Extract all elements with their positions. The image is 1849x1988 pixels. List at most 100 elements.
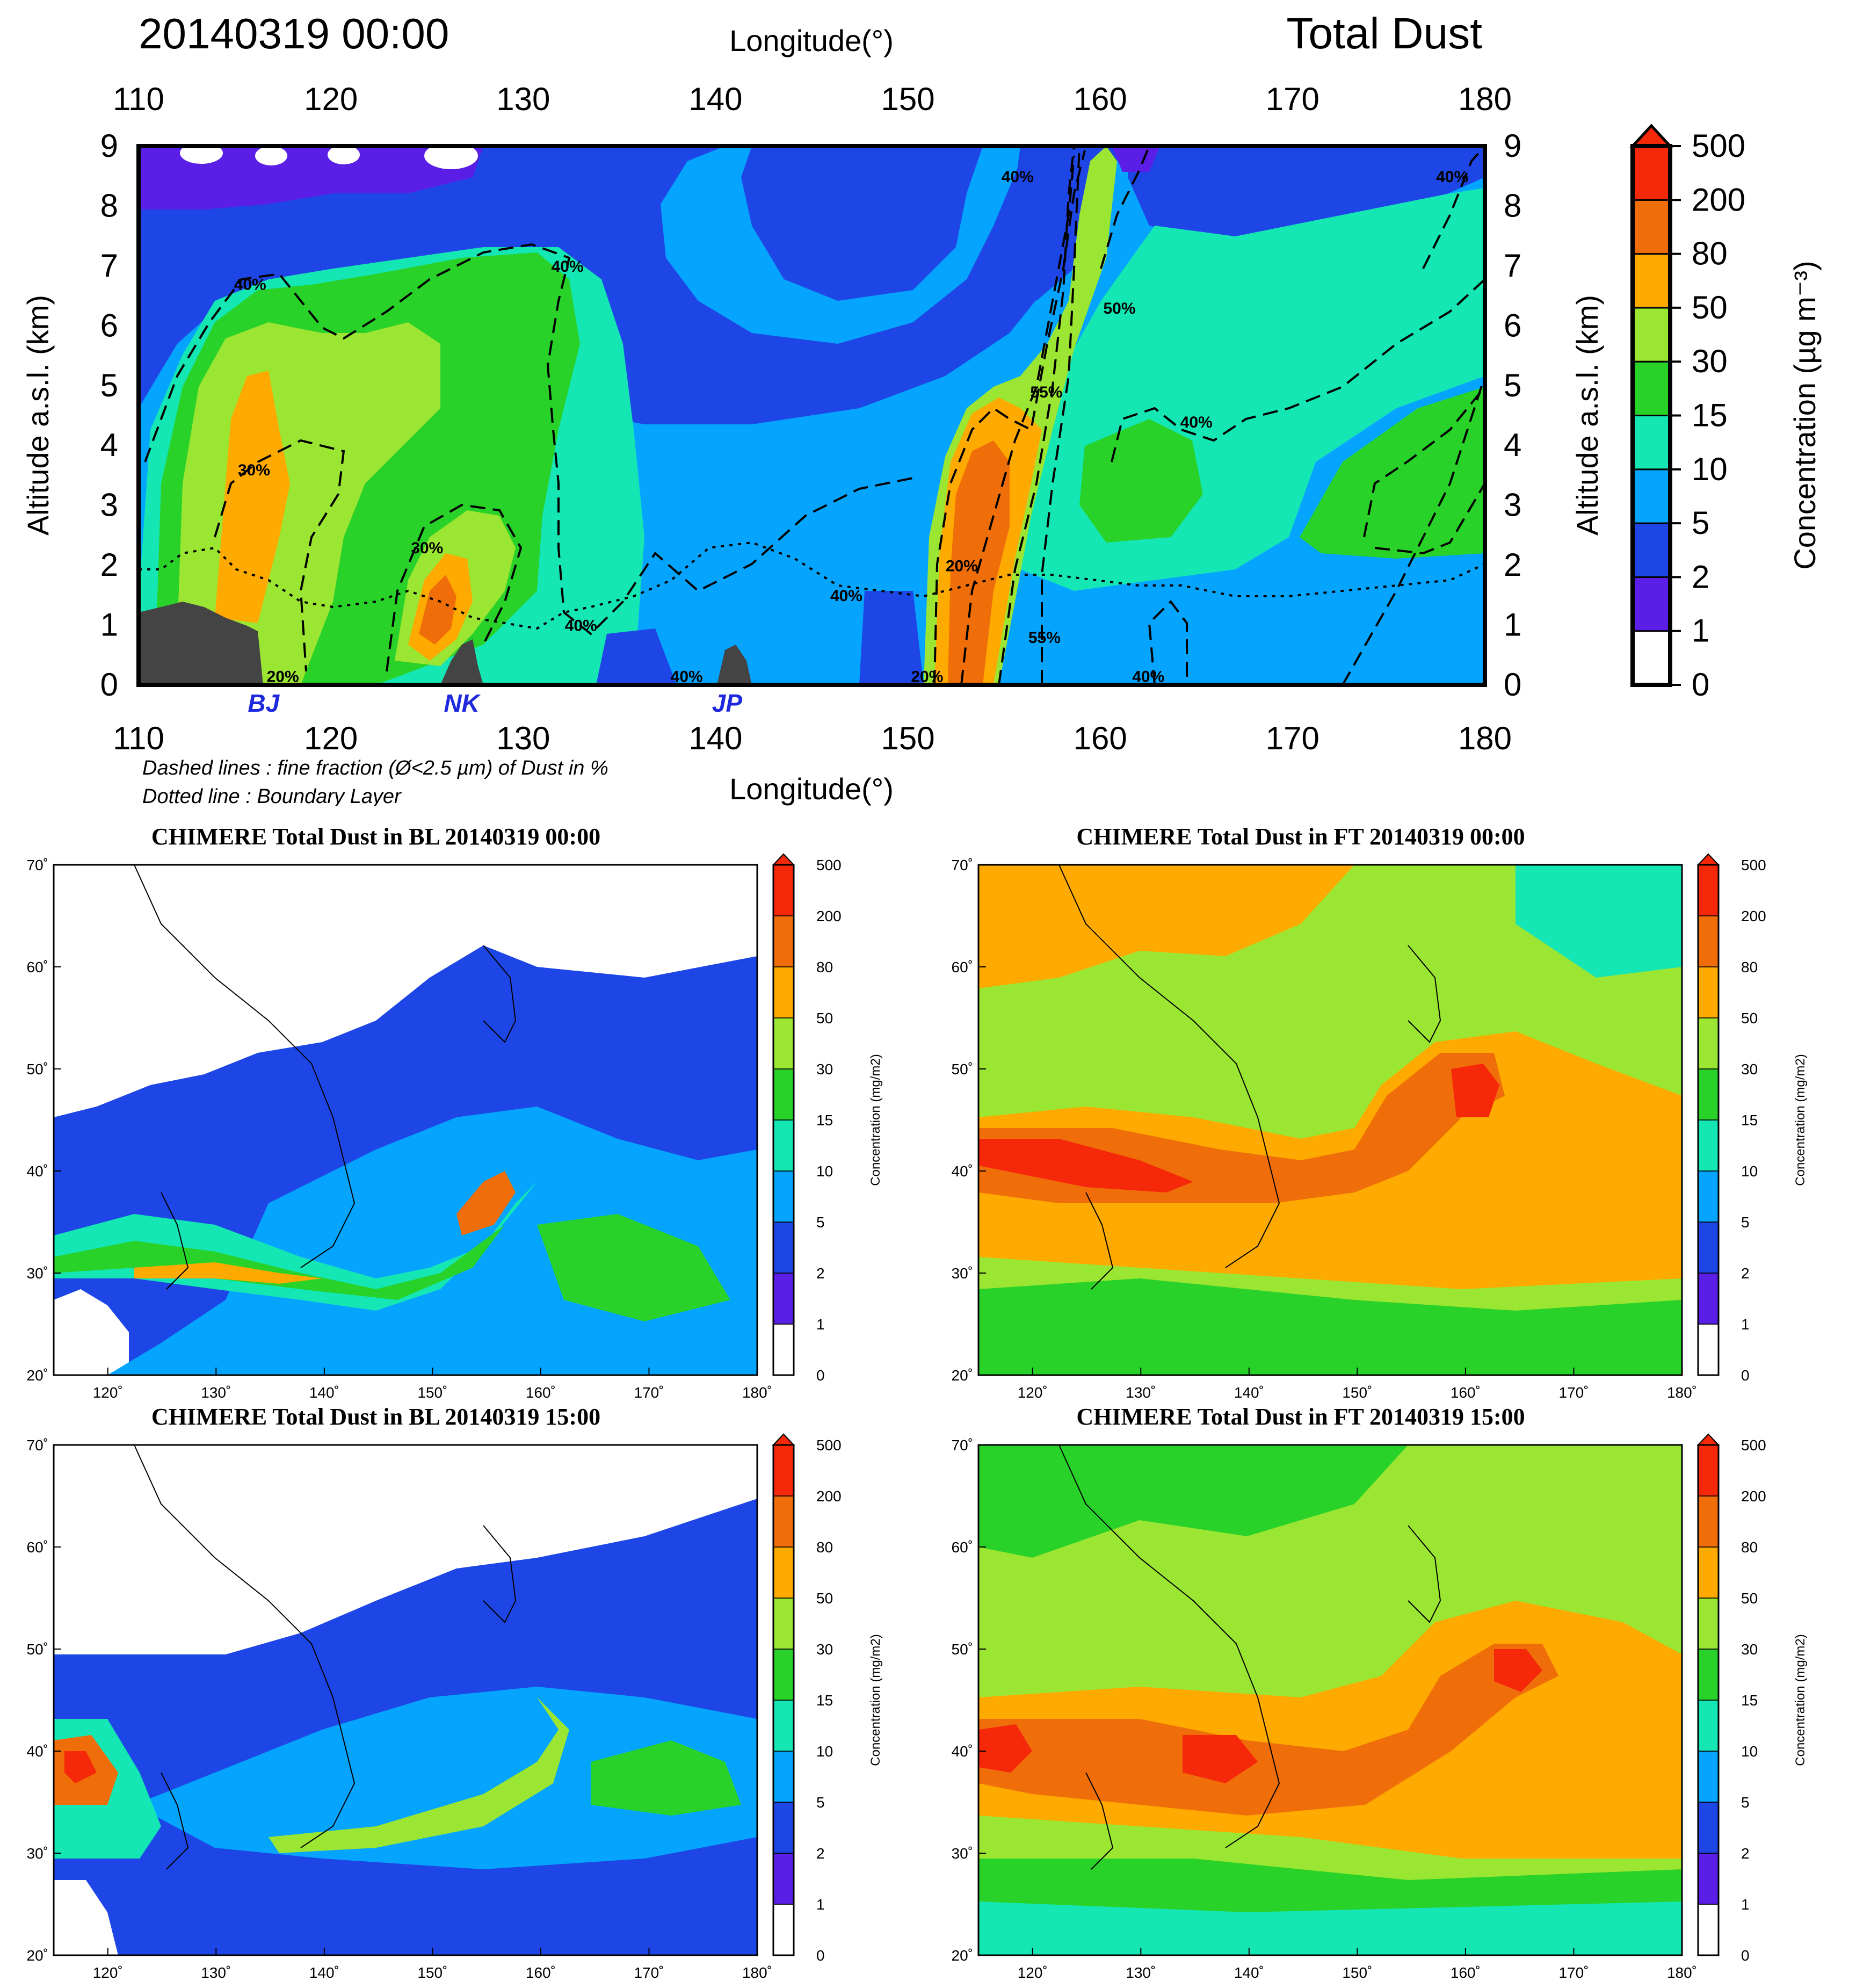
map-colorbar-label: Concentration (mg/m2): [868, 1634, 883, 1766]
map-colorbar-level: 2: [1741, 1845, 1750, 1862]
top-x-tick-label: 150: [881, 81, 935, 117]
left-y-tick-label: 0: [100, 667, 118, 703]
map-colorbar-swatch: [1698, 966, 1719, 1018]
cross-section-title: Total Dust: [1286, 9, 1482, 58]
cross-section-colorbar: 0 1 2 5 10 15 30 50 80 200 500: [1629, 124, 1745, 703]
colorbar-level: 0: [1692, 667, 1709, 703]
map-colorbar-level: 50: [1741, 1590, 1758, 1607]
contour-label: 40%: [1002, 168, 1034, 186]
colorbar-level: 50: [1692, 290, 1728, 326]
lon-tick-label: 180˚: [1667, 1964, 1697, 1981]
cross-section-frame: [136, 144, 1487, 687]
colorbar-swatch: [1632, 415, 1671, 471]
map-axes: 70˚ 60˚ 50˚ 40˚ 30˚ 20˚ 120˚ 130˚ 140˚ 150˚ 160˚ 17…: [952, 1437, 1697, 1981]
map-field: [54, 1445, 757, 1955]
lon-tick-label: 130˚: [1126, 1384, 1156, 1401]
lon-tick-label: 180˚: [742, 1384, 772, 1401]
blue-upper-core: [139, 146, 1096, 301]
lon-tick-label: 150˚: [417, 1384, 447, 1401]
map-colorbar-level: 30: [816, 1061, 833, 1078]
lon-tick-label: 160˚: [1451, 1964, 1481, 1981]
lat-tick-label: 60˚: [27, 959, 48, 975]
contour-label: 20%: [267, 668, 299, 685]
map-colorbar-level: 1: [1741, 1316, 1750, 1333]
lat-tick-label: 30˚: [952, 1845, 973, 1862]
map-colorbar-swatch: [773, 1546, 794, 1599]
map-colorbar-level: 15: [816, 1112, 833, 1129]
field-orange-nw: [978, 865, 1354, 988]
left-y-tick-label: 3: [100, 487, 118, 523]
low-blue-2: [859, 591, 924, 685]
map-colorbar-level: 50: [816, 1590, 833, 1607]
lat-tick-label: 50˚: [27, 1061, 48, 1078]
left-y-axis-label: Altitude a.s.l. (km): [21, 295, 55, 536]
map-colorbar-swatch: [773, 1700, 794, 1752]
contour-label: 50%: [1104, 300, 1136, 317]
lon-tick-label: 160˚: [1451, 1384, 1481, 1401]
map-colorbar-swatch: [773, 966, 794, 1018]
field-red-west: [64, 1751, 97, 1783]
map-colorbar-swatch: [1698, 1802, 1719, 1854]
right-green-blob: [1079, 419, 1203, 543]
field-red-central: [1183, 1735, 1258, 1783]
map-colorbar-swatch: [773, 1068, 794, 1120]
map-colorbar-swatch: [1698, 1904, 1719, 1956]
map-colorbar-swatch: [1698, 1017, 1719, 1069]
cross-section-plot-area: 40% 40% 30% 30% 40% 40% 20% 40% 55% 55% 50% 40% 40% 2…: [139, 146, 1485, 685]
map-colorbar-swatch: [773, 1649, 794, 1701]
left-y-tick-label: 6: [100, 307, 118, 343]
map-colorbar-swatch: [773, 1324, 794, 1376]
lat-tick-label: 50˚: [952, 1061, 973, 1078]
colorbar-level: 15: [1692, 397, 1728, 433]
bottom-x-tick-labels: 110 120 130 140 150 160 170 180: [113, 675, 1512, 756]
map-colorbar-swatch: [1698, 1700, 1719, 1752]
contour-label: 55%: [1028, 629, 1061, 647]
map-colorbar-swatch: [773, 1017, 794, 1069]
coastlines: [1058, 865, 1441, 1290]
lat-tick-label: 30˚: [27, 1845, 48, 1862]
lon-tick-label: 140˚: [1234, 1964, 1264, 1981]
map-colorbar-swatch: [773, 1751, 794, 1803]
map-field: [978, 865, 1682, 1375]
map-axes: 70˚ 60˚ 50˚ 40˚ 30˚ 20˚ 120˚ 130˚ 140˚ 150˚ 160˚ 17…: [27, 1437, 772, 1981]
lon-tick-label: 140˚: [309, 1964, 339, 1981]
colorbar-swatch: [1632, 468, 1671, 524]
field-red-vortex: [1451, 1064, 1499, 1117]
left-y-tick-label: 2: [100, 547, 118, 583]
field-green-east: [591, 1740, 741, 1816]
colorbar-level: 30: [1692, 343, 1728, 379]
coastlines: [1058, 1445, 1441, 1870]
bottom-x-tick-label: 110: [113, 720, 164, 756]
map-colorbar-level: 15: [1741, 1692, 1758, 1709]
map-colorbar-level: 10: [1741, 1163, 1758, 1180]
field-red-west: [978, 1139, 1193, 1192]
field-teal-south: [978, 1902, 1682, 1955]
map-colorbar-swatch: [1698, 1170, 1719, 1223]
left-y-tick-label: 9: [100, 128, 118, 164]
terrain-china: [139, 602, 263, 685]
bottom-x-tick-label: 120: [304, 720, 358, 756]
map-colorbar-swatch: [773, 1904, 794, 1956]
lat-tick-label: 60˚: [952, 959, 973, 975]
field-green-east: [537, 1214, 730, 1321]
contour-label: 40%: [1180, 414, 1213, 431]
dust-cross-section: 20140319 00:00 Total Dust Longitude(°) 1…: [21, 9, 1822, 806]
site-label: NK: [444, 689, 481, 717]
map-colorbar-swatch: [1698, 864, 1719, 916]
map-colorbar-level: 5: [1741, 1214, 1750, 1231]
map-title: CHIMERE Total Dust in BL 20140319 00:00: [151, 823, 600, 850]
lat-tick-label: 70˚: [27, 857, 48, 873]
colorbar-label: Concentration (µg m⁻³): [1788, 261, 1822, 569]
lon-tick-label: 120˚: [93, 1384, 123, 1401]
map-colorbar-arrow: [1696, 1433, 1720, 1445]
left-y-tick-label: 1: [100, 607, 118, 643]
map-frame: [53, 864, 758, 1376]
lat-tick-label: 70˚: [952, 1437, 973, 1454]
coastlines: [134, 865, 517, 1290]
top-x-tick-label: 170: [1266, 81, 1319, 117]
nk-darkorange: [419, 575, 456, 645]
lat-tick-label: 70˚: [27, 1437, 48, 1454]
lon-tick-label: 160˚: [526, 1384, 556, 1401]
contour-labels: 40% 40% 30% 30% 40% 40% 20% 40% 55% 55% 50% 40% 40% 2…: [234, 168, 1468, 685]
lat-tick-label: 20˚: [27, 1367, 48, 1384]
